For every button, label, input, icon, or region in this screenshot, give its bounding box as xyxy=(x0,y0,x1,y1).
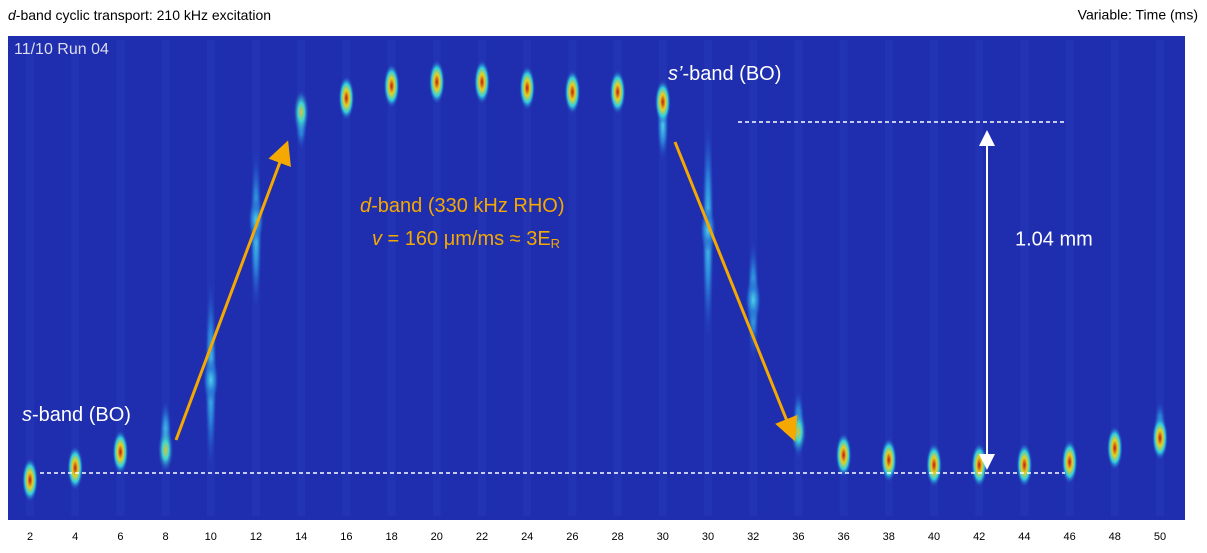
cloud xyxy=(835,433,852,477)
frame-label: 32 xyxy=(747,531,759,543)
cloud xyxy=(1061,440,1078,484)
frame-label: 50 xyxy=(1154,531,1166,543)
arrow-down xyxy=(673,141,798,442)
frame-label: 4 xyxy=(72,531,78,543)
frame-column xyxy=(206,40,215,516)
cloud xyxy=(1152,416,1168,460)
cloud xyxy=(926,443,942,487)
frame-labels: 2 4 6 8 10 12 14 16 18 20 22 24 26 28 30 30 32 36 36 38 40 42… xyxy=(27,531,1166,543)
frame-label: 18 xyxy=(385,531,397,543)
cloud xyxy=(1016,443,1033,487)
frame-column xyxy=(1110,40,1119,516)
frame-column xyxy=(613,40,622,516)
cloud xyxy=(157,428,174,472)
cloud xyxy=(383,64,400,108)
cloud xyxy=(293,90,310,134)
d-band-label: d-band (330 kHz RHO) xyxy=(360,195,565,217)
frame-label: 42 xyxy=(973,531,985,543)
cloud xyxy=(654,80,671,124)
frame-column xyxy=(839,40,848,516)
cloud xyxy=(971,443,988,487)
cloud xyxy=(519,66,536,110)
cloud xyxy=(428,60,445,104)
cloud xyxy=(700,208,716,252)
title: d-band cyclic transport: 210 kHz excitat… xyxy=(8,7,271,23)
frame-label: 16 xyxy=(340,531,352,543)
frame-label: 36 xyxy=(792,531,804,543)
velocity-label: v = 160 μm/ms ≈ 3ER xyxy=(372,228,560,251)
s-band-label: s-band (BO) xyxy=(22,404,131,426)
distance-label: 1.04 mm xyxy=(1015,228,1093,250)
frame-label: 24 xyxy=(521,531,533,543)
cloud xyxy=(880,438,897,482)
cloud xyxy=(67,446,84,490)
frame-column xyxy=(523,40,532,516)
frame-label: 40 xyxy=(928,531,940,543)
frame-label: 22 xyxy=(476,531,488,543)
variable-label: Variable: Time (ms) xyxy=(1078,7,1198,23)
frame-label: 48 xyxy=(1109,531,1121,543)
cloud xyxy=(745,278,762,322)
frame-label: 38 xyxy=(883,531,895,543)
frame-label: 2 xyxy=(27,531,33,543)
frame-column xyxy=(1020,40,1029,516)
frame-label: 20 xyxy=(431,531,443,543)
frame-column xyxy=(1156,40,1164,516)
run-label: 11/10 Run 04 xyxy=(14,41,109,58)
frame-column xyxy=(26,40,34,516)
frame-label: 10 xyxy=(205,531,217,543)
frame-column xyxy=(116,40,125,516)
cloud xyxy=(564,70,581,114)
image-background xyxy=(8,36,1185,520)
frame-label: 44 xyxy=(1018,531,1030,543)
arrow-up xyxy=(174,140,291,441)
cloud xyxy=(338,76,355,120)
frame-column xyxy=(930,40,938,516)
cloud xyxy=(22,458,38,502)
cloud xyxy=(1106,426,1123,470)
frame-column xyxy=(1065,40,1074,516)
frame-column xyxy=(342,40,351,516)
frame-label: 6 xyxy=(117,531,123,543)
s-prime-band-label: s’-band (BO) xyxy=(668,63,781,85)
frame-column xyxy=(387,40,396,516)
frame-column xyxy=(297,40,306,516)
frame-column xyxy=(568,40,577,516)
cloud xyxy=(609,70,626,114)
frame-label: 12 xyxy=(250,531,262,543)
frame-label: 30 xyxy=(657,531,669,543)
frame-label: 14 xyxy=(295,531,307,543)
frame-label: 8 xyxy=(163,531,169,543)
frame-label: 26 xyxy=(566,531,578,543)
cloud xyxy=(112,430,129,474)
frame-column xyxy=(161,40,170,516)
cloud xyxy=(202,358,219,402)
cloud xyxy=(248,198,264,242)
frame-label: 28 xyxy=(611,531,623,543)
frame-label: 30 xyxy=(702,531,714,543)
frame-label: 46 xyxy=(1063,531,1075,543)
frame-column xyxy=(658,40,667,516)
frame-column xyxy=(432,40,441,516)
frame-column xyxy=(794,40,803,516)
cloud xyxy=(474,60,490,104)
frame-column xyxy=(478,40,486,516)
frame-column xyxy=(71,40,80,516)
frame-label: 36 xyxy=(837,531,849,543)
frame-column xyxy=(884,40,893,516)
